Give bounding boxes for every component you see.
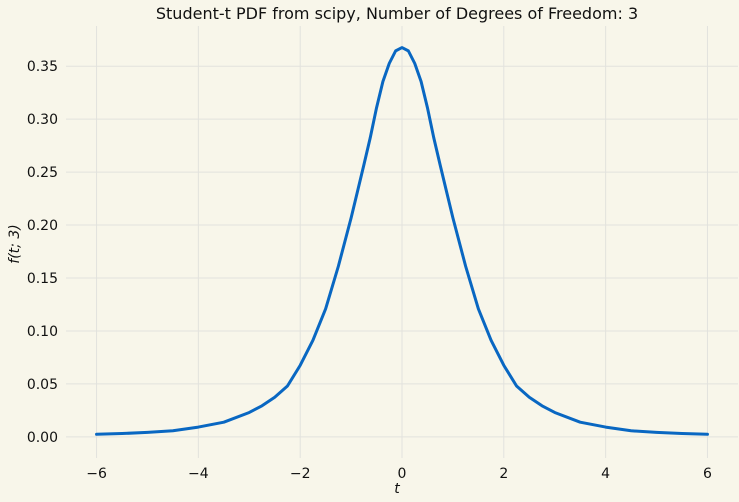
x-tick-label: 2 — [499, 466, 508, 482]
x-axis-label: t — [394, 481, 400, 497]
y-tick-label: 0.30 — [27, 112, 58, 128]
x-tick-labels: −6 −4 −2 0 2 4 6 — [86, 466, 712, 482]
y-tick-label: 0.10 — [27, 324, 58, 340]
chart-title: Student-t PDF from scipy, Number of Degr… — [156, 4, 638, 23]
pdf-curve-line — [95, 46, 709, 436]
y-tick-label: 0.20 — [27, 218, 58, 234]
x-tick-label: 0 — [398, 466, 407, 482]
grid — [66, 26, 738, 458]
y-tick-label: 0.15 — [27, 271, 58, 287]
series-layer — [95, 46, 709, 436]
x-tick-label: 4 — [601, 466, 610, 482]
y-tick-label: 0.00 — [27, 430, 58, 446]
x-tick-label: −2 — [290, 466, 311, 482]
x-tick-label: −4 — [188, 466, 209, 482]
x-tick-label: 6 — [703, 466, 712, 482]
y-tick-labels: 0.00 0.05 0.10 0.15 0.20 0.25 0.30 0.35 — [27, 59, 58, 446]
x-tick-label: −6 — [86, 466, 107, 482]
y-tick-label: 0.05 — [27, 377, 58, 393]
y-tick-label: 0.35 — [27, 59, 58, 75]
y-axis-label: f(t; 3) — [7, 224, 23, 263]
y-tick-label: 0.25 — [27, 165, 58, 181]
